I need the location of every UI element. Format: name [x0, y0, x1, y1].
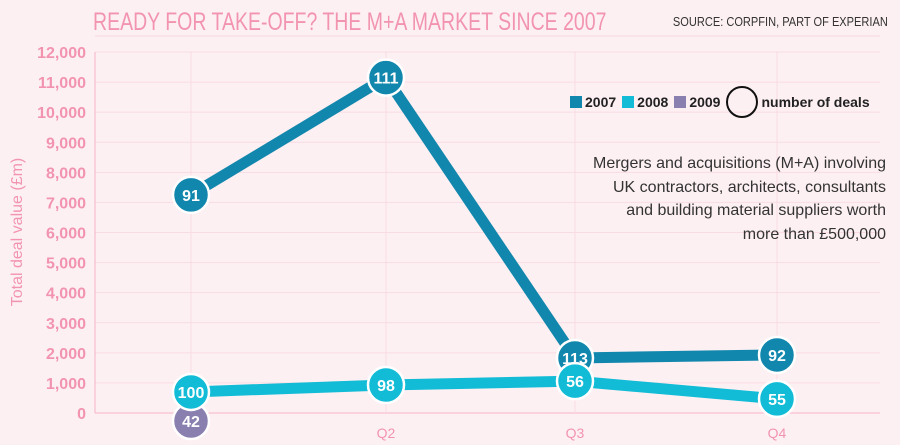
data-point-2008	[171, 372, 211, 412]
legend-label: 2008	[637, 94, 669, 110]
data-point-2008	[757, 379, 797, 419]
y-tick-label: 4,000	[46, 286, 86, 303]
x-tick-label: Q4	[768, 425, 787, 441]
data-label: 55	[768, 392, 786, 409]
y-tick-label: 12,000	[37, 45, 86, 62]
data-label: 111	[374, 71, 399, 88]
x-tick-label: Q3	[566, 425, 585, 441]
y-tick-label: 7,000	[46, 195, 86, 212]
y-tick-label: 0	[77, 406, 86, 423]
data-label: 42	[182, 414, 200, 431]
y-tick-label: 9,000	[46, 135, 86, 152]
data-label: 92	[768, 348, 786, 365]
legend-item-2009: 2009	[674, 94, 720, 110]
legend-item-deals: number of deals	[726, 86, 870, 118]
y-tick-label: 6,000	[46, 226, 86, 243]
y-tick-label: 1,000	[46, 376, 86, 393]
legend-label: 2007	[585, 94, 617, 110]
x-tick-label: Q2	[377, 425, 396, 441]
legend-label: 2009	[689, 94, 721, 110]
y-tick-label: 10,000	[37, 105, 86, 122]
y-tick-label: 3,000	[46, 316, 86, 333]
data-label: 56	[566, 374, 584, 391]
series-line-2007	[188, 72, 778, 364]
series-line-2008	[190, 375, 778, 405]
legend-item-2007: 2007	[570, 94, 616, 110]
legend-swatch	[674, 96, 687, 108]
y-tick-label: 11,000	[38, 75, 86, 92]
annotation: Mergers and acquisitions (M+A) involving…	[592, 155, 886, 243]
chart-title: READY FOR TAKE-OFF? THE M+A MARKET SINCE…	[93, 8, 607, 36]
y-tick-label: 8,000	[46, 165, 86, 182]
circle-icon	[726, 86, 759, 118]
data-label: 100	[178, 385, 205, 402]
y-axis-label: Total deal value (£m)	[9, 158, 26, 307]
legend-swatch	[570, 96, 582, 108]
data-point-2007	[366, 58, 406, 97]
legend-item-2008: 2008	[622, 94, 668, 110]
data-point-2007	[757, 335, 797, 375]
y-tick-label: 5,000	[46, 256, 86, 273]
chart-source: SOURCE: CORPFIN, PART OF EXPERIAN	[673, 14, 888, 29]
data-label: 98	[377, 378, 395, 395]
legend-label: number of deals	[761, 94, 870, 110]
data-label: 91	[182, 188, 200, 205]
legend-swatch	[622, 96, 635, 108]
data-point-2008	[555, 361, 595, 401]
data-point-2008	[366, 365, 406, 405]
data-point-2007	[171, 175, 211, 215]
y-tick-label: 2,000	[46, 346, 86, 363]
legend: 2007 2008 2009 number of deals	[570, 86, 876, 118]
